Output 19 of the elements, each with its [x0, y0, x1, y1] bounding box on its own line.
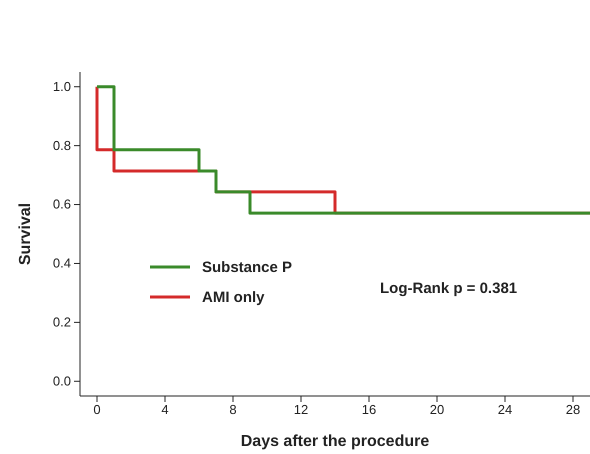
x-tick-label: 20 — [430, 402, 444, 418]
x-tick-label: 28 — [566, 402, 580, 418]
legend-label: Substance P — [202, 259, 292, 276]
y-tick-label: 0.0 — [52, 373, 71, 388]
x-tick-label: 0 — [93, 402, 101, 418]
legend-label: AMI only — [202, 289, 266, 306]
annotation: Log-Rank p = 0.381 — [380, 280, 518, 297]
y-tick-label: 1.0 — [52, 78, 71, 94]
y-tick-label: 0.2 — [52, 314, 71, 330]
y-tick-label: 0.6 — [52, 196, 71, 212]
x-tick-label: 4 — [161, 402, 169, 418]
x-tick-label: 24 — [498, 402, 512, 418]
y-tick-label: 0.8 — [52, 138, 71, 153]
x-axis-title: Days after the procedure — [240, 433, 430, 450]
x-tick-label: 8 — [229, 402, 237, 418]
y-axis-title: Survival — [17, 202, 34, 266]
x-tick-label: 12 — [294, 402, 308, 418]
x-tick-label: 16 — [362, 402, 376, 418]
y-tick-label: 0.4 — [52, 256, 71, 271]
